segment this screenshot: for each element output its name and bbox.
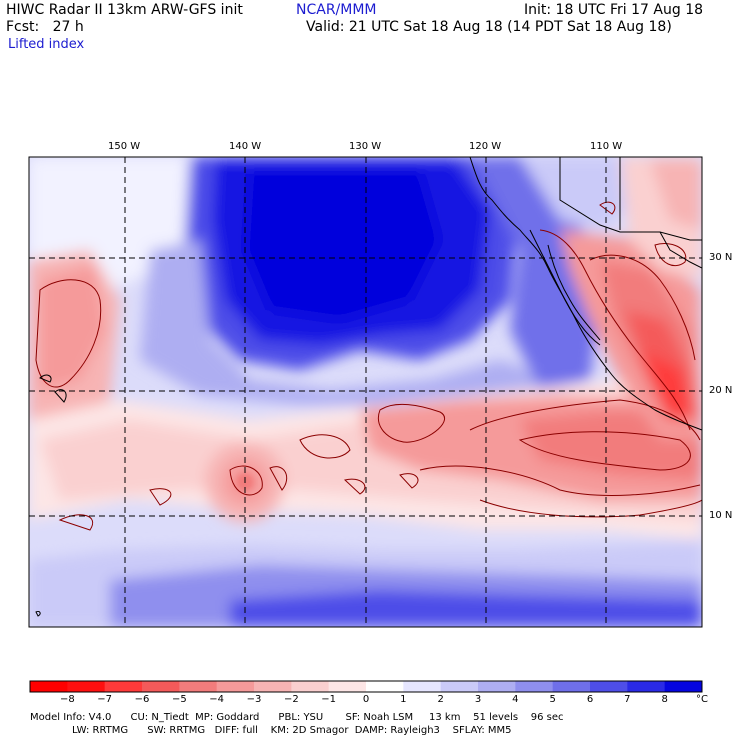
colorbar-swatch — [216, 681, 255, 692]
colorbar-swatch — [552, 681, 591, 692]
colorbar-tick-label: 7 — [624, 694, 631, 705]
colorbar-swatch — [403, 681, 442, 692]
colorbar-tick-label: 8 — [661, 694, 668, 705]
organization-label: NCAR/MMM — [296, 2, 377, 18]
colorbar-swatch — [590, 681, 628, 692]
colorbar-swatch — [515, 681, 554, 692]
lon-label-110w: 110 W — [590, 141, 623, 152]
valid-time: Valid: 21 UTC Sat 18 Aug 18 (14 PDT Sat … — [306, 19, 672, 35]
colorbar-swatch — [366, 681, 404, 692]
colorbar-tick-label: −1 — [321, 694, 337, 705]
map-field — [29, 157, 702, 627]
colorbar-swatch — [67, 681, 106, 692]
colorbar-frame — [29, 680, 703, 693]
colorbar-swatch — [664, 681, 703, 692]
lat-label-20n: 20 N — [709, 385, 733, 396]
colorbar-swatch — [254, 681, 292, 692]
colorbar-tick-label: −2 — [283, 694, 299, 705]
colorbar-swatch — [291, 681, 330, 692]
colorbar-swatch — [104, 681, 143, 692]
colorbar-tick-label: −6 — [134, 694, 150, 705]
colorbar-swatch — [142, 681, 180, 692]
colorbar-tick-label: 2 — [437, 694, 444, 705]
lon-label-140w: 140 W — [229, 141, 262, 152]
colorbar-swatch — [627, 681, 666, 692]
colorbar-unit: °C — [696, 694, 708, 705]
lon-label-120w: 120 W — [469, 141, 502, 152]
colorbar-tick-label: 5 — [549, 694, 556, 705]
forecast-hour: Fcst: 27 h — [6, 19, 84, 35]
colorbar-tick-label: 1 — [400, 694, 407, 705]
colorbar-swatch — [30, 681, 68, 692]
colorbar-tick-label: −3 — [246, 694, 262, 705]
init-time: Init: 18 UTC Fri 17 Aug 18 — [524, 2, 704, 18]
colorbar-tick-label: −7 — [97, 694, 113, 705]
colorbar-tick-label: −5 — [171, 694, 187, 705]
colorbar-tick-label: −4 — [209, 694, 225, 705]
model-info-line1: Model Info: V4.0 CU: N_Tiedt MP: Goddard… — [30, 712, 564, 723]
colorbar — [29, 680, 703, 693]
lon-label-130w: 130 W — [349, 141, 382, 152]
colorbar-swatch — [440, 681, 479, 692]
lon-label-150w: 150 W — [108, 141, 141, 152]
colorbar-tick-label: 6 — [586, 694, 594, 705]
lat-label-10n: 10 N — [709, 510, 733, 521]
colorbar-tick-label: 4 — [512, 694, 519, 705]
colorbar-tick-label: 3 — [474, 694, 482, 705]
colorbar-tick-label: 0 — [362, 694, 370, 705]
colorbar-swatch — [328, 681, 367, 692]
colorbar-tick-label: −8 — [59, 694, 75, 705]
lat-label-30n: 30 N — [709, 252, 733, 263]
product-title: HIWC Radar II 13km ARW-GFS init — [6, 2, 243, 18]
colorbar-swatch — [478, 681, 516, 692]
colorbar-swatch — [179, 681, 218, 692]
field-name: Lifted index — [8, 37, 85, 52]
model-info-line2: LW: RRTMG SW: RRTMG DIFF: full KM: 2D Sm… — [72, 725, 512, 736]
